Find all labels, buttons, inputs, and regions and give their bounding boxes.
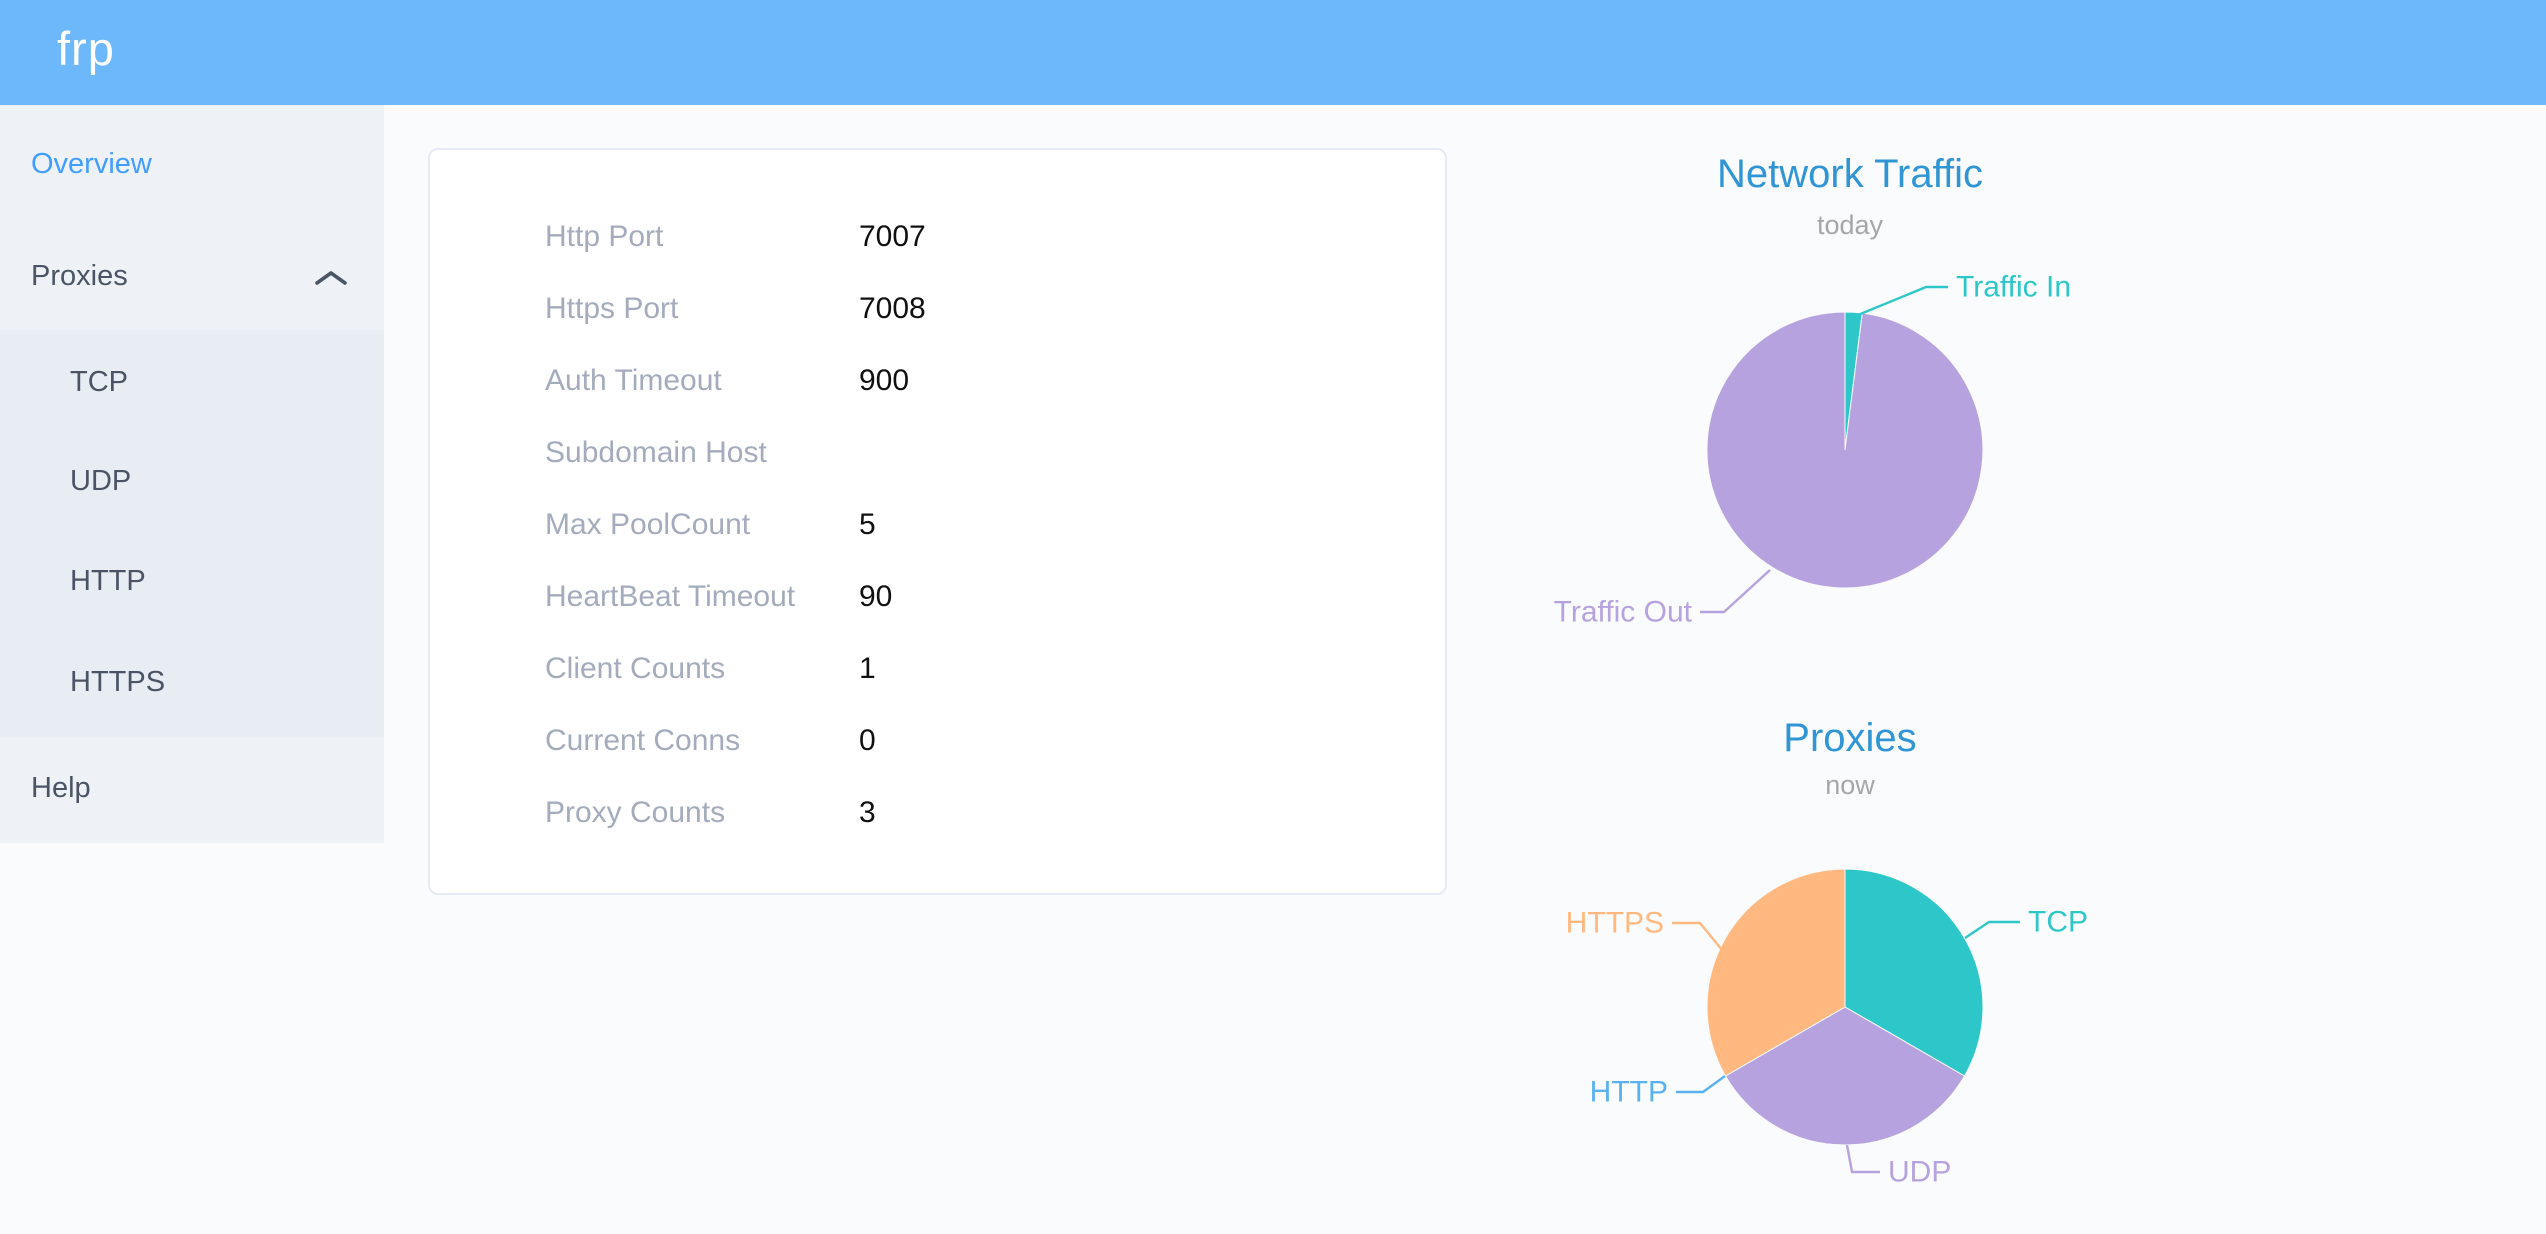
sidebar-item-http[interactable]: HTTP xyxy=(0,531,384,631)
chart-subtitle: now xyxy=(1825,770,1875,800)
sidebar-item-label: UDP xyxy=(70,464,132,497)
pie-label-line-tcp xyxy=(1964,920,2020,939)
config-row: Auth Timeout 900 xyxy=(430,345,1445,417)
pie-slice-tcp[interactable] xyxy=(1844,868,1984,1077)
proxies-chart: Proxies now TCP HTTPS HTTP UDP xyxy=(1520,694,2180,1234)
config-label: Subdomain Host xyxy=(545,436,767,469)
config-label: Auth Timeout xyxy=(545,364,722,397)
chart-subtitle: today xyxy=(1816,210,1884,240)
config-row: Http Port 7007 xyxy=(430,201,1445,273)
sidebar-item-label: Help xyxy=(31,771,91,804)
config-value: 0 xyxy=(859,724,876,757)
config-label: Client Counts xyxy=(545,652,726,685)
pie-label-http: HTTP xyxy=(1590,1076,1668,1109)
top-header: frp xyxy=(0,0,2546,105)
config-label: Max PoolCount xyxy=(545,508,751,541)
sidebar-item-label: HTTPS xyxy=(70,665,166,698)
pie-label-udp: UDP xyxy=(1888,1156,1951,1189)
chart-title: Proxies xyxy=(1783,716,1917,760)
pie-slice-udp[interactable] xyxy=(1724,1006,1966,1146)
pie-label-https: HTTPS xyxy=(1566,907,1664,940)
config-label: Https Port xyxy=(545,292,679,325)
config-value: 90 xyxy=(859,580,893,613)
sidebar-item-udp[interactable]: UDP xyxy=(0,431,384,531)
pie-slice-https[interactable] xyxy=(1706,868,1846,1077)
config-value: 1 xyxy=(859,652,876,685)
config-value: 3 xyxy=(859,796,876,829)
config-label: Proxy Counts xyxy=(545,796,726,829)
config-value: 7008 xyxy=(859,292,926,325)
sidebar: Overview Proxies TCP UDP HTTP HTTPS Help xyxy=(0,105,384,843)
pie-label-line-traffic-out xyxy=(1700,569,1771,614)
sidebar-item-label: HTTP xyxy=(70,564,146,597)
config-label: HeartBeat Timeout xyxy=(545,580,796,613)
config-row: Max PoolCount 5 xyxy=(430,489,1445,561)
pie-label-line-http xyxy=(1676,1075,1726,1094)
sidebar-item-help[interactable]: Help xyxy=(0,738,384,838)
sidebar-item-https[interactable]: HTTPS xyxy=(0,632,384,732)
network-traffic-chart: Network Traffic today Traffic In Traffic … xyxy=(1520,130,2180,670)
config-row: Https Port 7008 xyxy=(430,273,1445,345)
sidebar-item-overview[interactable]: Overview xyxy=(0,114,384,214)
server-config-card: Http Port 7007 Https Port 7008 Auth Time… xyxy=(428,148,1447,895)
config-value: 900 xyxy=(859,364,910,397)
config-row: Client Counts 1 xyxy=(430,633,1445,705)
chart-title: Network Traffic xyxy=(1717,152,1983,196)
pie-label-line-udp xyxy=(1845,1144,1880,1174)
network-traffic-pie[interactable]: Traffic In Traffic Out xyxy=(1520,130,2180,670)
config-value: 7007 xyxy=(859,220,926,253)
pie-label-tcp: TCP xyxy=(2028,906,2088,939)
pie-slice-traffic-out[interactable] xyxy=(1706,311,1984,589)
pie-label-line-traffic-in xyxy=(1857,285,1948,317)
pie-label-traffic-in: Traffic In xyxy=(1956,271,2071,304)
sidebar-item-label: Proxies xyxy=(31,259,128,292)
pie-label-traffic-out: Traffic Out xyxy=(1554,596,1693,629)
proxies-pie[interactable]: TCP HTTPS HTTP UDP xyxy=(1520,694,2180,1234)
config-row: Proxy Counts 3 xyxy=(430,777,1445,849)
pie-label-line-https xyxy=(1672,921,1723,951)
config-value: 5 xyxy=(859,508,876,541)
sidebar-item-tcp[interactable]: TCP xyxy=(0,332,384,432)
frp-logo: frp xyxy=(57,22,115,75)
config-label: Current Conns xyxy=(545,724,741,757)
config-label: Http Port xyxy=(545,220,664,253)
config-row: Subdomain Host xyxy=(430,417,1445,489)
config-row: HeartBeat Timeout 90 xyxy=(430,561,1445,633)
sidebar-item-label: Overview xyxy=(31,147,152,180)
config-row: Current Conns 0 xyxy=(430,705,1445,777)
sidebar-item-proxies[interactable]: Proxies xyxy=(0,226,384,326)
chevron-up-icon xyxy=(315,271,347,285)
sidebar-item-label: TCP xyxy=(70,365,128,398)
proxies-submenu: TCP UDP HTTP HTTPS xyxy=(0,330,384,737)
